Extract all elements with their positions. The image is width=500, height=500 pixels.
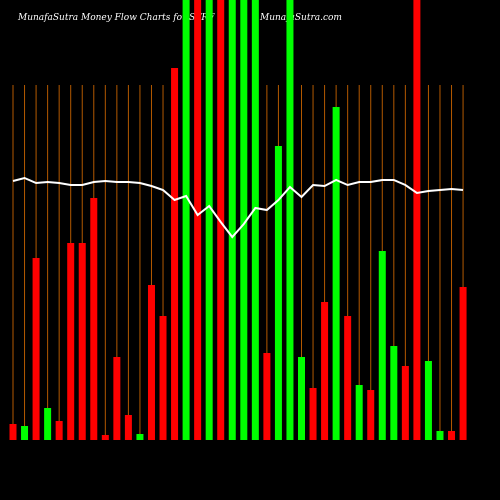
bar (263, 353, 271, 440)
bar (436, 431, 444, 440)
bar (228, 0, 236, 440)
bar (182, 0, 190, 440)
bar (9, 424, 17, 440)
bar (217, 0, 225, 440)
bar (44, 408, 52, 440)
bar (78, 243, 86, 440)
bar (124, 415, 132, 440)
bar (147, 285, 155, 440)
bar (367, 390, 375, 440)
bar (298, 357, 305, 440)
bar (390, 346, 398, 440)
bar (274, 146, 282, 440)
bar (32, 258, 40, 440)
bar (413, 0, 421, 440)
bar (90, 198, 98, 440)
bar (136, 434, 144, 440)
bar (378, 251, 386, 440)
bar (67, 243, 75, 440)
bar (355, 385, 363, 440)
bar (309, 388, 317, 440)
bar (424, 361, 432, 440)
bar (344, 316, 352, 440)
bar (286, 0, 294, 440)
bar (401, 366, 409, 440)
bar (321, 302, 329, 440)
bar (251, 0, 259, 440)
bar (113, 357, 121, 440)
bar (194, 0, 202, 440)
bar (332, 107, 340, 440)
bar (240, 0, 248, 440)
bar (159, 316, 167, 440)
bar (448, 431, 456, 440)
bar (101, 435, 109, 440)
money-flow-line (12, 176, 464, 239)
bar (171, 68, 179, 440)
bar (21, 426, 29, 440)
bar (55, 421, 63, 440)
chart-title: MunafaSutra Money Flow Charts for STRF (17, 13, 215, 23)
bar (205, 0, 213, 440)
bar (459, 287, 467, 440)
chart-subtitle: MunafaSutra.com (259, 13, 342, 23)
